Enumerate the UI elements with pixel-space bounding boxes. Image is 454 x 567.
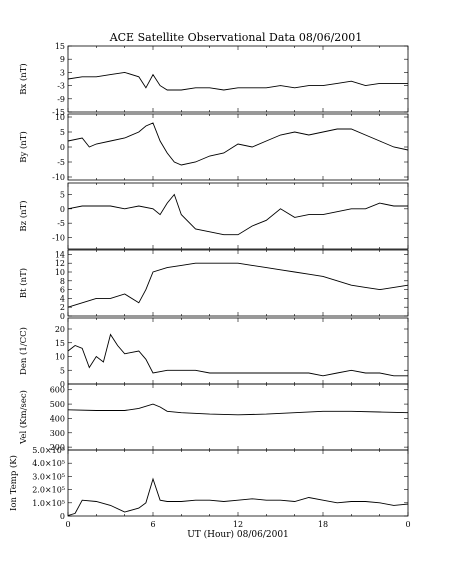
series-line — [67, 262, 409, 308]
y-tick-label: -9 — [57, 95, 65, 104]
y-tick-label: 15 — [55, 42, 65, 51]
y-axis-label: Bz (nT) — [18, 200, 29, 231]
y-tick-label: 10 — [55, 353, 65, 362]
panel-6: 5.0×10⁵ 4.0×10⁵ 3.0×10⁵ 2.0×10⁵ 1.0×10⁵ 0 Ion … — [8, 446, 409, 521]
y-tick-label: 6 — [60, 286, 65, 295]
y-tick-label: 15 — [55, 339, 65, 348]
panel-frame — [67, 45, 409, 113]
x-tick-labels: 0 6 12 18 0 — [65, 520, 410, 529]
series-line — [67, 477, 409, 516]
y-tick-label: 5 — [60, 190, 65, 199]
y-tick-label: 3.0×10⁵ — [32, 472, 65, 481]
panel-frame — [67, 182, 409, 250]
x-tick-label: 0 — [405, 520, 410, 529]
series-line — [67, 333, 408, 377]
y-tick-label: 0 — [60, 143, 65, 152]
y-axis-label: Bx (nT) — [18, 63, 29, 95]
y-tick-label: 8 — [60, 277, 65, 286]
panel-frame — [67, 113, 409, 181]
y-tick-label: 5 — [60, 128, 65, 137]
panel-frame — [67, 317, 409, 385]
y-tick-label: -15 — [52, 108, 65, 117]
x-tick-label: 12 — [233, 520, 243, 529]
y-tick-label: 200 — [50, 443, 65, 452]
y-tick-label: 0 — [60, 380, 65, 389]
y-tick-label: -3 — [57, 82, 65, 91]
panel-4: 20 15 10 5 0 Den (1/CC) — [18, 317, 409, 389]
y-axis-label: Bt (nT) — [18, 268, 29, 298]
chart-title: ACE Satellite Observational Data 08/06/2… — [109, 31, 363, 44]
x-tick-label: 18 — [318, 520, 328, 529]
y-tick-label: -10 — [52, 173, 65, 182]
y-tick-label: 5 — [60, 366, 65, 375]
y-axis-label: Ion Temp (K) — [8, 455, 19, 511]
y-tick-label: -10 — [52, 234, 65, 243]
y-tick-label: 10 — [55, 113, 65, 122]
y-tick-label: 20 — [55, 325, 65, 334]
x-tick-label: 6 — [150, 520, 155, 529]
y-tick-label: 14 — [55, 250, 65, 259]
panels-group: 15 9 3 -3 -9 -15 Bx (nT) 10 5 0 -5 -10 By (nT) 5 0 -5 -1… — [8, 42, 409, 521]
y-tick-label: 300 — [50, 429, 65, 438]
y-tick-label: -5 — [57, 219, 65, 228]
panel-5: 600 500 400 300 200 Vel (Km/sec) — [18, 383, 409, 452]
y-tick-label: 0 — [60, 312, 65, 321]
y-tick-label: 2 — [60, 303, 65, 312]
y-tick-label: 2.0×10⁵ — [32, 486, 65, 495]
panel-frame — [67, 249, 409, 317]
y-tick-label: 3 — [60, 68, 65, 77]
y-tick-label: 1.0×10⁵ — [32, 499, 65, 508]
y-tick-label: 4 — [60, 294, 65, 303]
panel-frame — [67, 449, 409, 517]
series-line — [67, 71, 408, 91]
y-tick-label: -5 — [57, 158, 65, 167]
y-tick-label: 400 — [50, 414, 65, 423]
y-tick-label: 500 — [50, 400, 65, 409]
y-tick-label: 600 — [50, 386, 65, 395]
series-line — [67, 403, 409, 416]
x-tick-label: 0 — [65, 520, 70, 529]
y-axis-label: By (nT) — [18, 131, 29, 163]
y-tick-label: 12 — [55, 259, 65, 268]
y-tick-label: 10 — [55, 268, 65, 277]
y-tick-label: 4.0×10⁵ — [32, 459, 65, 468]
panel-1: 10 5 0 -5 -10 By (nT) — [18, 113, 409, 182]
panel-frame — [67, 383, 409, 451]
y-tick-label: 5.0×10⁵ — [32, 446, 65, 455]
panel-0: 15 9 3 -3 -9 -15 Bx (nT) — [18, 42, 409, 117]
x-axis-label: UT (Hour) 08/06/2001 — [187, 529, 289, 540]
y-tick-label: 9 — [60, 55, 65, 64]
y-axis-label: Vel (Km/sec) — [18, 390, 29, 445]
panel-2: 5 0 -5 -10 Bz (nT) — [18, 182, 409, 250]
series-line — [67, 193, 408, 236]
y-tick-label: 0 — [60, 512, 65, 521]
y-axis-label: Den (1/CC) — [18, 327, 29, 375]
y-tick-label: 0 — [60, 205, 65, 214]
series-line — [67, 122, 409, 166]
